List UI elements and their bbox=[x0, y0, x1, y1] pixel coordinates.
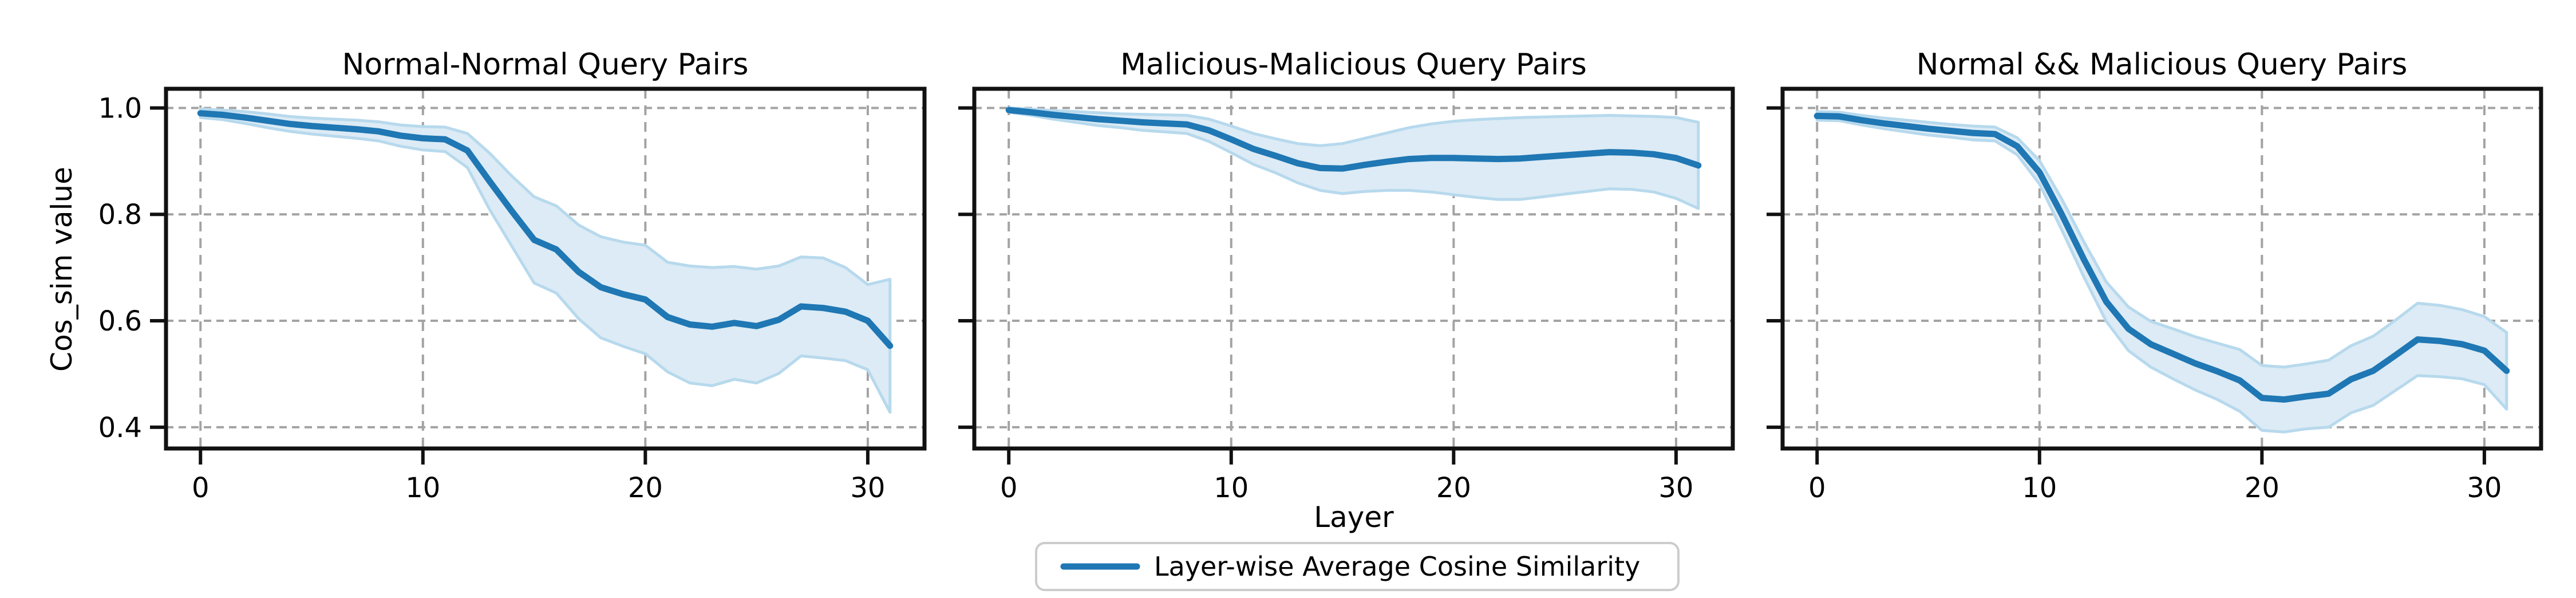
x-tick-label: 10 bbox=[1214, 472, 1249, 504]
mean-line bbox=[1005, 107, 1702, 172]
axes-box bbox=[972, 86, 1735, 451]
x-tick-label: 0 bbox=[1808, 472, 1826, 504]
y-tick-label: 0.6 bbox=[98, 305, 142, 337]
subplot-normal-normal: 0 10 20 30 1.0 0.8 0.6 0.4 Normal-Normal Query P… bbox=[98, 48, 927, 504]
y-tick-label: 1.0 bbox=[98, 92, 142, 124]
subplot-title: Malicious-Malicious Query Pairs bbox=[1120, 48, 1587, 82]
subplot-title: Normal && Malicious Query Pairs bbox=[1917, 48, 2408, 82]
x-axis-label: Layer bbox=[1314, 501, 1394, 534]
x-tick-label: 0 bbox=[1000, 472, 1018, 504]
subplots-container: 0 10 20 30 1.0 0.8 0.6 0.4 Normal-Normal Query P… bbox=[98, 48, 2543, 504]
confidence-band bbox=[199, 107, 892, 414]
subplot-malicious-malicious: 0 10 20 30 Malicious-Malicious Query Pairs bbox=[958, 48, 1735, 504]
x-tick-label: 20 bbox=[628, 472, 663, 504]
x-tick-label: 30 bbox=[2467, 472, 2502, 504]
x-tick-label: 20 bbox=[2245, 472, 2279, 504]
y-axis-label: Cos_sim value bbox=[45, 167, 78, 372]
mean-line bbox=[197, 110, 894, 349]
ticks: 0 10 20 30 bbox=[1767, 106, 2502, 504]
legend-box bbox=[1035, 542, 1680, 591]
x-tick-label: 0 bbox=[192, 472, 210, 504]
gridlines bbox=[1783, 89, 2541, 448]
x-tick-label: 10 bbox=[405, 472, 440, 504]
ticks: 0 10 20 30 1.0 0.8 0.6 0.4 bbox=[98, 92, 886, 504]
axes-box bbox=[1780, 86, 2543, 451]
confidence-band bbox=[1007, 106, 1700, 210]
confidence-band bbox=[1815, 110, 2508, 434]
x-tick-label: 20 bbox=[1436, 472, 1471, 504]
subplot-normal-and-malicious: 0 10 20 30 Normal && Malicious Query Pairs bbox=[1767, 48, 2543, 504]
gridlines bbox=[974, 89, 1733, 448]
ticks: 0 10 20 30 bbox=[958, 106, 1693, 504]
x-tick-label: 30 bbox=[850, 472, 885, 504]
legend-label: Layer-wise Average Cosine Similarity bbox=[1154, 551, 1640, 582]
subplot-title: Normal-Normal Query Pairs bbox=[342, 48, 749, 82]
x-tick-label: 10 bbox=[2022, 472, 2057, 504]
mean-line bbox=[1814, 112, 2510, 403]
y-tick-label: 0.8 bbox=[98, 199, 142, 231]
x-tick-label: 30 bbox=[1658, 472, 1693, 504]
y-tick-label: 0.4 bbox=[98, 412, 142, 444]
axes-box bbox=[164, 86, 927, 451]
legend: Layer-wise Average Cosine Similarity bbox=[1035, 542, 1680, 591]
